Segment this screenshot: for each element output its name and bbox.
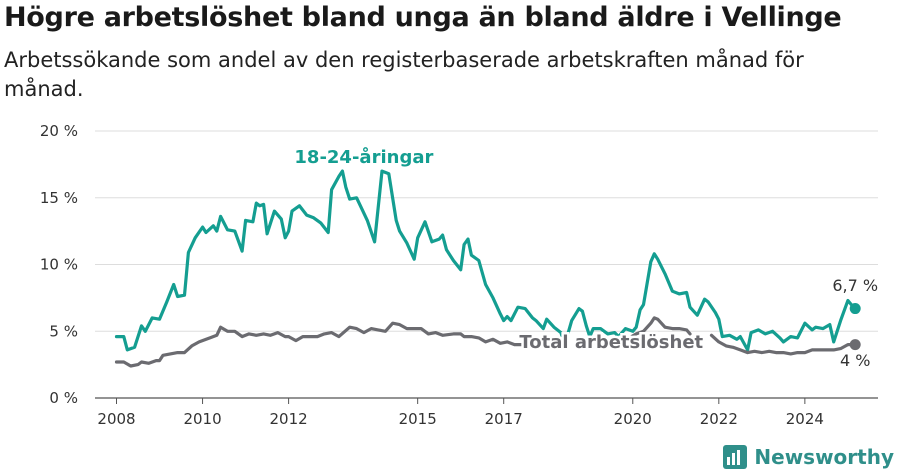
series-line-1 [114,321,545,368]
y-tick-label: 20 % [40,122,78,140]
annotation-3: 4 % [840,351,870,370]
label-layer: 18-24-åringar Total arbetslöshet 6,7 % 4 % [294,146,878,370]
annotation-0: 18-24-åringar [294,146,433,168]
y-tick-label: 15 % [40,189,78,207]
series-line-2 [709,333,857,356]
x-tick-label: 2017 [485,410,523,428]
x-tick-label: 2012 [270,410,308,428]
end-point-0 [849,303,861,315]
y-tick-label: 0 % [49,389,78,407]
y-tick-label: 10 % [40,256,78,274]
x-tick-label: 2010 [183,410,221,428]
series-line-0 [114,169,857,352]
annotation-1: Total arbetslöshet [519,332,703,353]
x-tick-label: 2008 [97,410,135,428]
series-line-3 [627,316,692,340]
annotation-2: 6,7 % [832,276,878,295]
y-tick-label: 5 % [49,322,78,340]
series-layer [114,169,861,368]
axis-layer: 0 % 5 % 10 % 15 % 20 % 2008 2010 2012 2015 2017 20… [40,122,824,428]
chart-subtitle: Arbetssökande som andel av den registerb… [4,48,804,101]
bar-chart-logo-icon [723,445,748,469]
newsworthy-brand: Newsworthy [722,444,894,470]
grid-layer [95,130,878,399]
x-tick-label: 2020 [614,410,652,428]
end-point-1 [849,339,861,351]
x-tick-label: 2022 [700,410,738,428]
chart-title: Högre arbetslöshet bland unga än bland ä… [4,2,842,33]
x-tick-label: 2015 [399,410,437,428]
brand-name: Newsworthy [754,445,894,469]
x-tick-label: 2024 [786,410,824,428]
